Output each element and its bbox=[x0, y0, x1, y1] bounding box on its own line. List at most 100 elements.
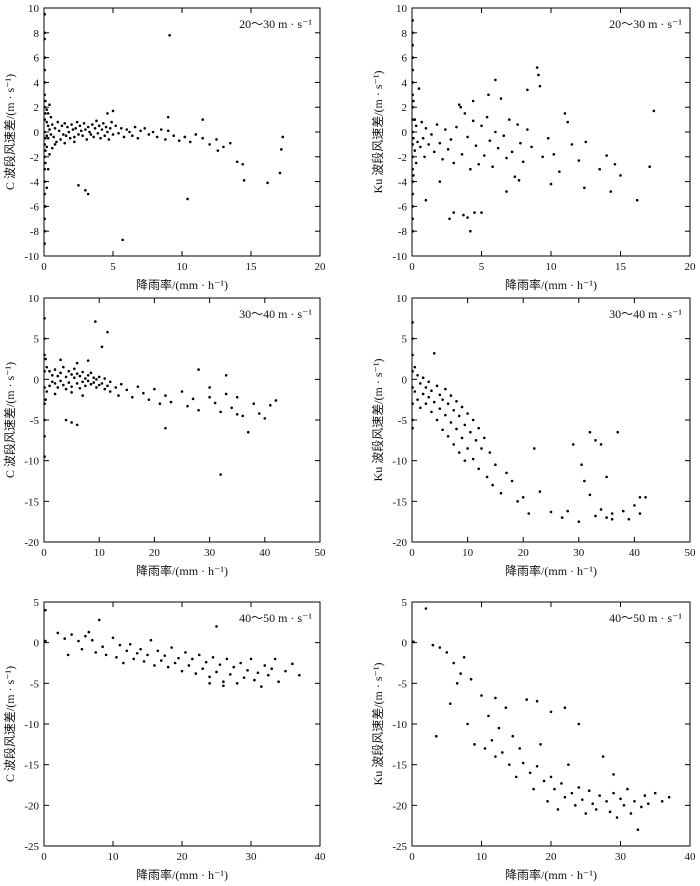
data-point bbox=[411, 321, 414, 324]
data-point bbox=[151, 130, 155, 134]
data-point bbox=[86, 192, 90, 196]
data-point bbox=[64, 134, 68, 138]
data-point bbox=[111, 109, 115, 113]
data-point bbox=[235, 682, 239, 685]
data-point bbox=[59, 379, 62, 383]
data-point bbox=[277, 680, 280, 684]
data-point bbox=[59, 371, 62, 375]
data-point bbox=[508, 763, 511, 766]
data-point bbox=[612, 791, 615, 795]
data-point bbox=[457, 451, 461, 454]
y-tick-label: 0 bbox=[34, 127, 40, 139]
data-point bbox=[95, 386, 98, 389]
x-axis-label: 降雨率/(mm · h⁻¹) bbox=[136, 277, 228, 292]
data-point bbox=[53, 368, 57, 371]
data-point bbox=[542, 779, 546, 783]
y-tick-label: -15 bbox=[392, 496, 407, 508]
data-point bbox=[53, 126, 57, 130]
data-point bbox=[566, 509, 569, 513]
data-point bbox=[549, 510, 553, 514]
data-point bbox=[424, 402, 428, 406]
data-point bbox=[215, 670, 218, 674]
data-point bbox=[535, 66, 539, 69]
data-point bbox=[446, 148, 450, 151]
data-point bbox=[156, 649, 160, 653]
y-tick-label: 10 bbox=[396, 3, 408, 15]
data-point bbox=[139, 647, 142, 651]
data-point bbox=[583, 186, 586, 190]
data-point bbox=[131, 395, 134, 399]
data-point bbox=[411, 130, 414, 134]
data-point bbox=[77, 133, 80, 136]
data-point bbox=[513, 175, 517, 178]
y-tick-label: -10 bbox=[24, 456, 39, 468]
data-point bbox=[460, 405, 464, 409]
data-point bbox=[452, 408, 456, 412]
x-tick-label: 30 bbox=[615, 851, 627, 863]
data-point bbox=[460, 436, 464, 440]
data-point bbox=[229, 141, 232, 145]
data-point bbox=[43, 143, 46, 146]
data-point bbox=[448, 702, 452, 705]
data-point bbox=[413, 118, 417, 121]
data-point bbox=[609, 190, 613, 193]
data-point bbox=[88, 130, 91, 134]
data-point bbox=[519, 141, 522, 145]
data-point bbox=[570, 791, 574, 795]
data-point bbox=[71, 128, 75, 131]
data-point bbox=[416, 373, 419, 377]
x-tick-label: 20 bbox=[315, 261, 327, 273]
y-tick-label: -10 bbox=[392, 456, 407, 468]
data-point bbox=[50, 373, 54, 377]
data-point bbox=[455, 427, 458, 431]
data-point bbox=[143, 126, 147, 130]
data-point bbox=[94, 651, 98, 654]
data-point bbox=[97, 124, 101, 128]
data-point bbox=[599, 508, 603, 511]
data-point bbox=[208, 675, 211, 679]
y-tick-label: -10 bbox=[392, 719, 407, 731]
data-point bbox=[70, 385, 73, 388]
data-point bbox=[455, 399, 458, 403]
data-point bbox=[430, 389, 433, 393]
data-point bbox=[86, 379, 90, 383]
y-tick-label: -2 bbox=[30, 152, 39, 164]
plot-frame bbox=[43, 297, 321, 543]
data-point bbox=[100, 128, 104, 131]
data-point bbox=[169, 400, 173, 404]
data-point bbox=[45, 108, 49, 111]
data-point bbox=[73, 140, 76, 144]
data-point bbox=[563, 795, 567, 799]
data-point bbox=[163, 654, 167, 657]
data-point bbox=[266, 181, 269, 185]
data-point bbox=[435, 123, 439, 126]
data-point bbox=[627, 517, 631, 521]
data-point bbox=[598, 167, 601, 171]
data-point bbox=[215, 138, 218, 141]
y-tick-label: -20 bbox=[392, 537, 407, 549]
data-point bbox=[280, 148, 283, 151]
data-point bbox=[56, 120, 60, 124]
y-tick-label: 10 bbox=[396, 293, 408, 305]
data-point bbox=[86, 125, 90, 129]
data-point bbox=[497, 726, 501, 730]
data-point bbox=[84, 128, 87, 131]
data-point bbox=[438, 180, 442, 183]
data-point bbox=[466, 412, 469, 415]
y-tick-label: 5 bbox=[34, 334, 40, 346]
data-point bbox=[571, 443, 575, 446]
data-point bbox=[435, 734, 438, 738]
data-point bbox=[423, 155, 426, 159]
data-point bbox=[222, 145, 225, 149]
data-point bbox=[284, 669, 287, 673]
data-point bbox=[477, 426, 481, 430]
data-point bbox=[517, 179, 521, 182]
y-tick-label: -15 bbox=[24, 760, 39, 772]
y-axis-label: Ku 波段风速差/(m · s⁻¹) bbox=[370, 71, 385, 194]
data-point bbox=[43, 118, 46, 121]
data-point bbox=[45, 134, 49, 138]
data-point bbox=[84, 188, 87, 192]
data-point bbox=[594, 439, 597, 442]
data-point bbox=[414, 124, 418, 128]
data-point bbox=[81, 380, 84, 384]
